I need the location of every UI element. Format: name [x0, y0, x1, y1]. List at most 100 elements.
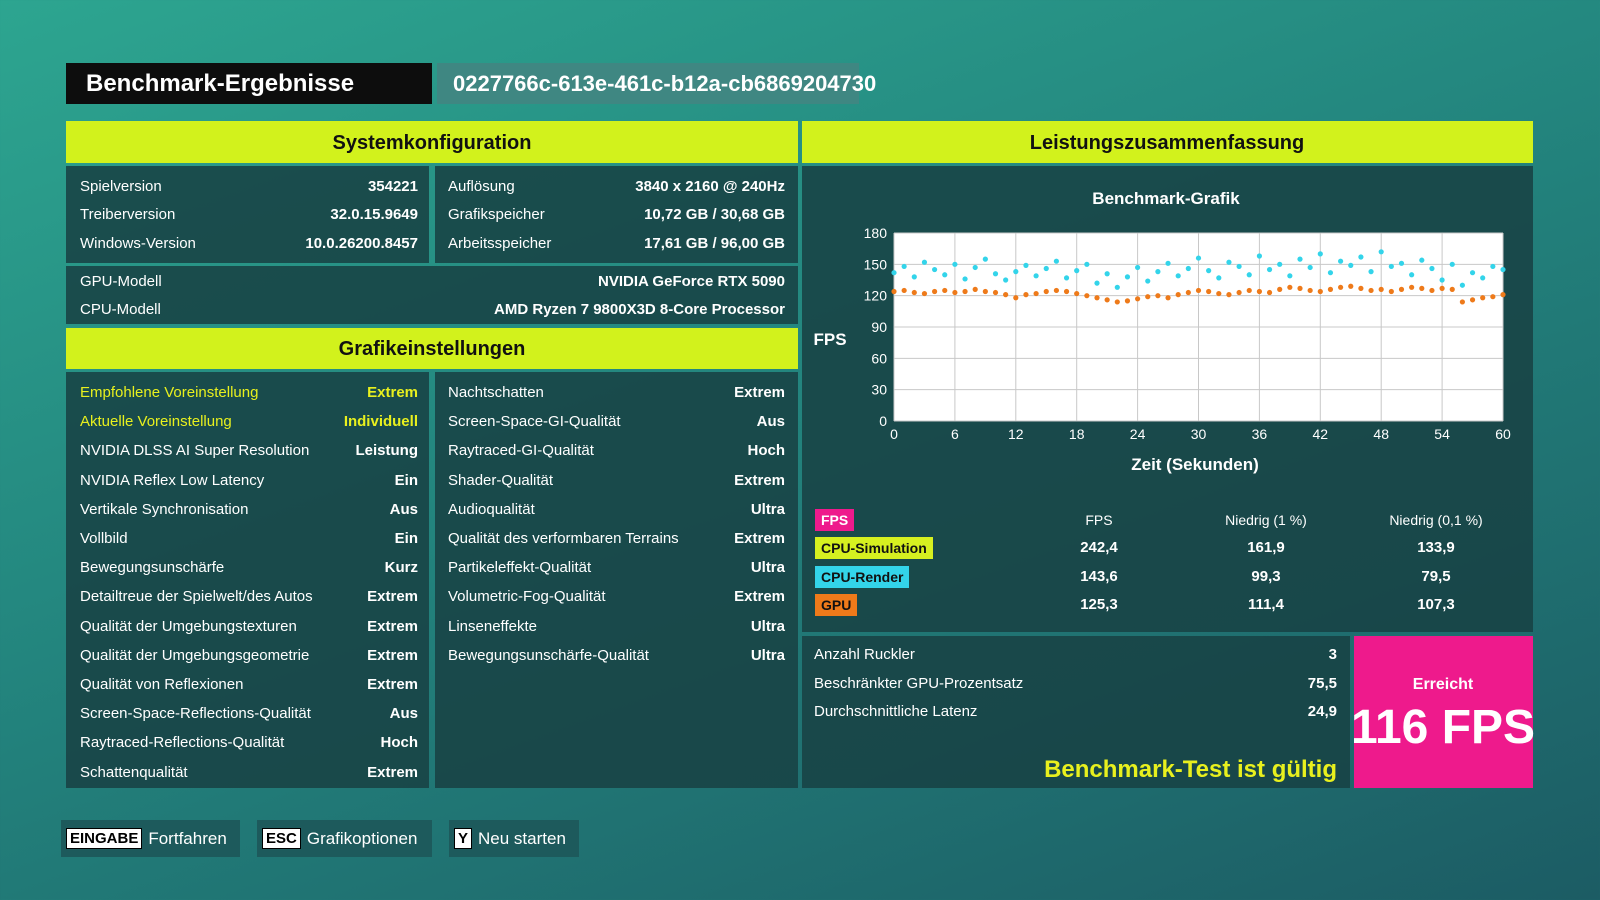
data-point	[1236, 263, 1242, 270]
data-point	[1500, 266, 1506, 273]
data-point	[1348, 262, 1354, 268]
data-point	[972, 286, 978, 292]
data-point	[1327, 286, 1334, 292]
data-point	[1104, 271, 1110, 277]
y-axis-label: FPS	[813, 330, 846, 349]
data-point	[1348, 283, 1354, 289]
setting-label: Aktuelle Voreinstellung	[80, 413, 232, 431]
x-tick-label: 48	[1373, 426, 1389, 442]
data-point	[1338, 258, 1344, 264]
setting-label: CPU-Modell	[80, 301, 161, 319]
setting-label: Qualität der Umgebungsgeometrie	[80, 646, 310, 664]
setting-label: Spielversion	[80, 178, 162, 195]
data-point	[1074, 290, 1080, 297]
data-point	[1256, 288, 1262, 295]
section-title: Grafikeinstellungen	[338, 338, 526, 360]
result-value: 116 FPS	[1350, 700, 1536, 754]
data-point	[1429, 265, 1435, 272]
setting-label: Durchschnittliche Latenz	[814, 703, 978, 720]
setting-label: Partikeleffekt-Qualität	[448, 559, 592, 577]
setting-value: Ultra	[750, 617, 785, 635]
setting-label: Anzahl Ruckler	[814, 646, 915, 663]
data-point	[1246, 272, 1252, 278]
data-point	[1287, 273, 1293, 279]
section-title: Leistungszusammenfassung	[1029, 132, 1305, 154]
x-tick-label: 54	[1434, 426, 1450, 442]
setting-value: Hoch	[380, 734, 419, 752]
setting-value: 32.0.15.9649	[330, 206, 418, 224]
data-point	[911, 289, 917, 296]
data-point	[1277, 286, 1283, 292]
x-tick-label: 0	[890, 426, 898, 442]
data-point	[921, 259, 928, 265]
setting-value: 10.0.26200.8457	[305, 234, 418, 252]
data-point	[1063, 288, 1070, 295]
data-point	[1114, 284, 1120, 290]
data-point	[1480, 275, 1486, 281]
footer-button[interactable]: ESC Grafikoptionen	[257, 820, 432, 857]
setting-value: Extrem	[734, 588, 785, 606]
data-point	[1287, 284, 1293, 290]
section-header	[66, 121, 798, 163]
setting-value: Extrem	[734, 471, 785, 489]
validity-text: Benchmark-Test ist gültig	[1044, 755, 1337, 783]
data-point	[1358, 254, 1364, 260]
setting-label: NVIDIA Reflex Low Latency	[80, 471, 265, 489]
setting-value: Extrem	[367, 384, 418, 401]
data-point	[992, 271, 999, 277]
data-point	[1226, 259, 1232, 265]
data-point	[1419, 257, 1425, 263]
panel	[66, 266, 798, 324]
result-label: Erreicht	[1412, 676, 1474, 694]
footer-button[interactable]: EINGABE Fortfahren	[61, 820, 240, 857]
setting-value: 10,72 GB / 30,68 GB	[644, 206, 785, 224]
setting-value: Aus	[389, 500, 418, 518]
data-point	[911, 274, 917, 280]
data-point	[1226, 292, 1232, 298]
result-box	[1354, 636, 1533, 788]
table-value: 143,6	[1080, 567, 1118, 585]
setting-value: Extrem	[367, 646, 418, 664]
data-point	[1124, 274, 1131, 280]
setting-label: Detailtreue der Spielwelt/des Autos	[80, 588, 313, 606]
footer-button[interactable]: Y Neu starten	[449, 820, 579, 857]
setting-value: Ein	[394, 530, 418, 547]
data-point	[921, 290, 928, 297]
column-header: FPS	[1085, 511, 1113, 528]
data-point	[1266, 266, 1273, 273]
setting-value: Extrem	[367, 763, 418, 781]
data-point	[901, 263, 907, 270]
setting-label: Raytraced-Reflections-Qualität	[80, 734, 285, 752]
button-label: Grafikoptionen	[306, 828, 418, 848]
data-point	[1185, 265, 1191, 272]
setting-label: Treiberversion	[80, 206, 176, 224]
legend-badge: CPU-Simulation	[815, 537, 933, 559]
data-point	[1469, 297, 1476, 303]
x-tick-label: 60	[1495, 426, 1511, 442]
data-point	[1145, 278, 1151, 284]
page-title: Benchmark-Ergebnisse	[86, 69, 355, 97]
setting-label: Auflösung	[448, 178, 515, 195]
data-point	[891, 288, 897, 295]
data-point	[1053, 258, 1059, 264]
setting-label: Windows-Version	[80, 234, 196, 252]
column-header: Niedrig (1 %)	[1225, 511, 1307, 528]
id-box	[437, 63, 859, 104]
setting-label: Nachtschatten	[448, 384, 544, 401]
data-point	[1074, 268, 1080, 274]
setting-label: Qualität der Umgebungstexturen	[80, 617, 297, 635]
data-point	[1246, 287, 1252, 294]
data-point	[1358, 285, 1364, 291]
data-point	[1023, 292, 1029, 298]
data-point	[1449, 286, 1455, 292]
data-point	[1135, 296, 1141, 302]
setting-value: Extrem	[734, 530, 785, 547]
setting-label: GPU-Modell	[80, 273, 162, 290]
data-point	[932, 266, 938, 273]
title-box	[66, 63, 432, 104]
y-tick-label: 180	[864, 225, 888, 241]
legend-badge: FPS	[815, 509, 855, 531]
data-point	[1094, 295, 1100, 301]
data-point	[1206, 288, 1212, 295]
data-point	[1023, 262, 1029, 268]
